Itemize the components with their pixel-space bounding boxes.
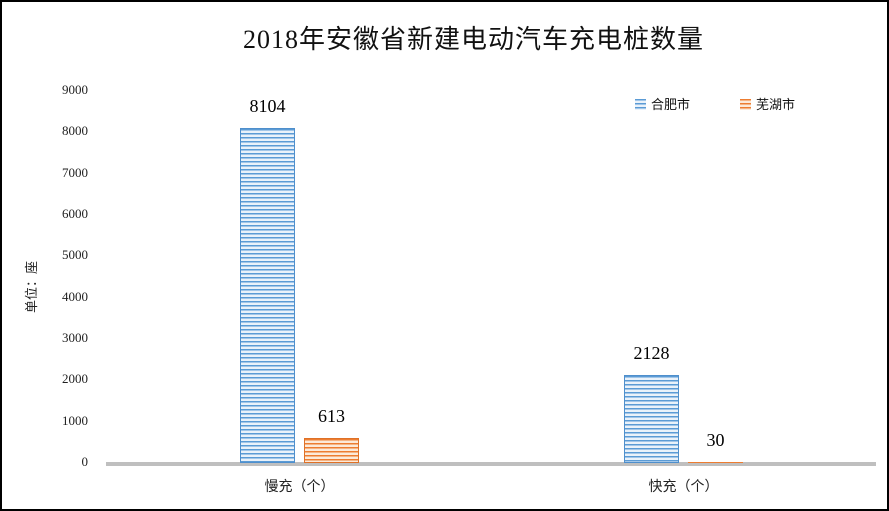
bar-series1-cat2 — [624, 375, 679, 463]
y-tick-label: 5000 — [62, 247, 88, 263]
bar-value-label-series2-cat2: 30 — [706, 429, 725, 450]
bar-series2-cat1 — [304, 437, 359, 463]
legend-item-hefei: 合肥市 — [635, 98, 690, 111]
y-tick-label: 0 — [81, 454, 89, 469]
y-tick-label: 1000 — [62, 412, 88, 428]
x-axis-label-fast-charge: 快充（个） — [648, 478, 719, 494]
legend-swatch-hefei-icon — [635, 99, 646, 110]
legend-swatch-wuhu-icon — [740, 99, 752, 110]
bar-series1-cat1 — [240, 128, 295, 463]
legend-item-wuhu: 芜湖市 — [740, 98, 795, 111]
chart-title: 2018年安徽省新建电动汽车充电桩数量 — [242, 25, 704, 54]
y-tick-label: 4000 — [62, 288, 88, 304]
y-tick-label: 6000 — [62, 206, 88, 221]
y-tick-label: 2000 — [62, 371, 88, 387]
bar-value-label-series1-cat2: 2128 — [633, 343, 670, 364]
bar-value-label-series1-cat1: 8104 — [249, 96, 286, 117]
y-tick-label: 9000 — [62, 82, 88, 97]
bar-series2-cat2 — [688, 461, 743, 463]
legend: 合肥市 芜湖市 — [635, 98, 795, 111]
x-axis-label-slow-charge: 慢充（个） — [264, 478, 335, 494]
legend-label-wuhu: 芜湖市 — [756, 97, 796, 112]
bar-value-label-series2-cat1: 613 — [318, 405, 345, 426]
y-tick-label: 8000 — [62, 123, 88, 139]
legend-label-hefei: 合肥市 — [651, 97, 691, 112]
y-tick-label: 3000 — [62, 330, 88, 345]
x-axis-baseline — [106, 462, 876, 466]
y-tick-label: 7000 — [62, 164, 88, 180]
